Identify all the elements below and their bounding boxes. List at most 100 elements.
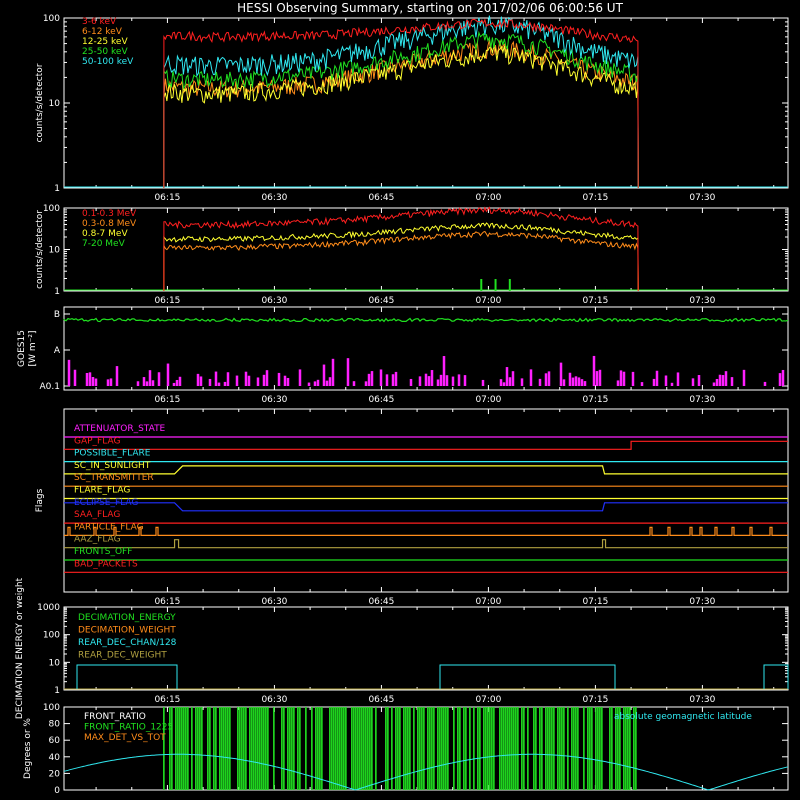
y-tick-label: 100 bbox=[43, 204, 60, 214]
x-tick-label: 06:15 bbox=[154, 193, 180, 203]
flag-line bbox=[64, 440, 788, 450]
panel4-x-tick-labels: 06:15 06:30 06:45 07:00 07:15 07:30 bbox=[154, 597, 715, 607]
x-tick-label: 07:30 bbox=[689, 395, 715, 405]
y-tick-label: 10 bbox=[49, 658, 61, 668]
legend-entry: 0.3-0.8 MeV bbox=[82, 219, 137, 229]
y-tick-label: 100 bbox=[43, 631, 60, 641]
panel5-x-tick-labels: 06:15 06:30 06:45 07:00 07:15 07:30 bbox=[154, 695, 715, 705]
series-line-4-2 bbox=[76, 664, 178, 689]
x-tick-label: 07:00 bbox=[475, 193, 501, 203]
flag-line bbox=[64, 539, 788, 549]
panel2-x-tick-labels: 06:15 06:30 06:45 07:00 07:15 07:30 bbox=[154, 296, 715, 306]
y-tick-label: 1 bbox=[54, 184, 60, 194]
y-tick-label: 0 bbox=[54, 786, 60, 796]
y-tick-label: 80 bbox=[49, 720, 61, 730]
x-tick-label: 07:15 bbox=[582, 296, 608, 306]
flag-label: FRONTS_OFF bbox=[74, 547, 132, 557]
flag-label: PARTICLE_FLAG bbox=[74, 522, 144, 532]
x-tick-label: 07:15 bbox=[582, 695, 608, 705]
legend-entry: 0.1-0.3 MeV bbox=[82, 209, 137, 219]
y-axis-label: counts/s/detector bbox=[35, 63, 45, 142]
series-line-4-2 bbox=[439, 664, 616, 689]
series-line-1-0 bbox=[163, 206, 639, 292]
flag-line bbox=[64, 526, 788, 536]
panel5-y-label: DECIMATION ENERGY or weight bbox=[15, 577, 25, 719]
panel5-legend: DECIMATION_ENERGY DECIMATION_WEIGHT REAR_D… bbox=[78, 613, 177, 661]
y-tick-label: 1 bbox=[54, 686, 60, 696]
flag-label: FLARE_FLAG bbox=[74, 486, 130, 496]
panel1-y-label: counts/s/detector bbox=[35, 63, 45, 142]
panel4-frame bbox=[63, 408, 789, 593]
legend-entry: absolute geomagnetic latitude bbox=[614, 712, 752, 722]
chart-title: HESSI Observing Summary, starting on 201… bbox=[237, 1, 623, 15]
panel6-y-label: Degrees or % bbox=[23, 718, 33, 779]
x-tick-label: 06:15 bbox=[154, 597, 180, 607]
legend-entry: DECIMATION_ENERGY bbox=[78, 613, 176, 623]
series-line-4-2 bbox=[763, 664, 789, 689]
flag-label: SAA_FLAG bbox=[74, 510, 120, 520]
x-tick-label: 06:15 bbox=[154, 296, 180, 306]
legend-entry: REAR_DEC_CHAN/128 bbox=[78, 638, 177, 648]
x-tick-label: 07:00 bbox=[475, 395, 501, 405]
y-axis-label: DECIMATION ENERGY or weight bbox=[15, 577, 25, 719]
flag-label: BAD_PACKETS bbox=[74, 559, 138, 569]
x-tick-label: 07:30 bbox=[689, 597, 715, 607]
legend-entry: FRONT_RATIO bbox=[84, 712, 146, 722]
flag-line bbox=[64, 502, 788, 512]
legend-entry: 3-6 keV bbox=[82, 17, 117, 27]
series-line-2-1 bbox=[67, 355, 785, 386]
y-tick-label: A0.1 bbox=[40, 382, 60, 392]
x-tick-label: 06:15 bbox=[154, 395, 180, 405]
legend-entry: 0.8-7 MeV bbox=[82, 229, 128, 239]
panel3-x-tick-labels: 06:15 06:30 06:45 07:00 07:15 07:30 bbox=[154, 395, 715, 405]
series-line-5-3 bbox=[63, 753, 789, 791]
x-tick-label: 07:15 bbox=[582, 193, 608, 203]
series-line-0-2 bbox=[163, 44, 639, 189]
x-tick-label: 07:30 bbox=[689, 695, 715, 705]
x-tick-label: 06:30 bbox=[261, 193, 287, 203]
legend-entry: FRONT_RATIO_1225 bbox=[84, 723, 173, 733]
series-line-1-1 bbox=[163, 230, 639, 292]
x-tick-label: 07:15 bbox=[582, 395, 608, 405]
legend-entry: 25-50 keV bbox=[82, 47, 128, 57]
flag-label: ATTENUATOR_STATE bbox=[74, 424, 166, 434]
x-tick-label: 06:45 bbox=[368, 597, 394, 607]
x-tick-label: 06:45 bbox=[368, 395, 394, 405]
series-line-0-3 bbox=[163, 30, 639, 189]
y-axis-unit: [W m⁻²] bbox=[28, 331, 38, 367]
x-tick-label: 06:45 bbox=[368, 695, 394, 705]
series-line-5-1 bbox=[163, 707, 637, 790]
x-tick-label: 07:30 bbox=[689, 296, 715, 306]
x-tick-label: 07:00 bbox=[475, 296, 501, 306]
panel1-x-tick-labels: 06:15 06:30 06:45 07:00 07:15 07:30 bbox=[154, 193, 715, 203]
legend-entry: 7-20 MeV bbox=[82, 239, 126, 249]
y-tick-label: 60 bbox=[49, 736, 61, 746]
x-tick-label: 07:15 bbox=[582, 597, 608, 607]
flag-label: AAZ_FLAG bbox=[74, 535, 121, 545]
y-tick-label: A bbox=[54, 346, 61, 356]
flag-label: SC_TRANSMITTER bbox=[74, 473, 154, 483]
legend-entry: DECIMATION_WEIGHT bbox=[78, 626, 176, 636]
y-axis-label: GOES15 bbox=[17, 330, 27, 367]
series-line-0-4 bbox=[163, 15, 639, 189]
y-axis-label: Degrees or % bbox=[23, 718, 33, 779]
panel5-frame bbox=[63, 606, 789, 691]
x-tick-label: 06:45 bbox=[368, 296, 394, 306]
y-tick-label: B bbox=[54, 310, 60, 320]
series-line-1-2 bbox=[163, 222, 639, 292]
y-tick-label: 20 bbox=[49, 769, 61, 779]
y-axis-label: counts/s/detector bbox=[35, 210, 45, 289]
x-tick-label: 07:00 bbox=[475, 695, 501, 705]
y-tick-label: 10 bbox=[49, 99, 61, 109]
legend-entry: 12-25 keV bbox=[82, 37, 128, 47]
y-tick-label: 40 bbox=[49, 753, 61, 763]
x-tick-label: 07:30 bbox=[689, 193, 715, 203]
x-tick-label: 06:30 bbox=[261, 296, 287, 306]
legend-entry: 50-100 keV bbox=[82, 57, 134, 67]
y-tick-label: 10 bbox=[49, 246, 61, 256]
panel1-y-ticks: 1 10 100 bbox=[43, 14, 788, 194]
legend-entry: MAX_DET_VS_TOT bbox=[84, 733, 166, 743]
